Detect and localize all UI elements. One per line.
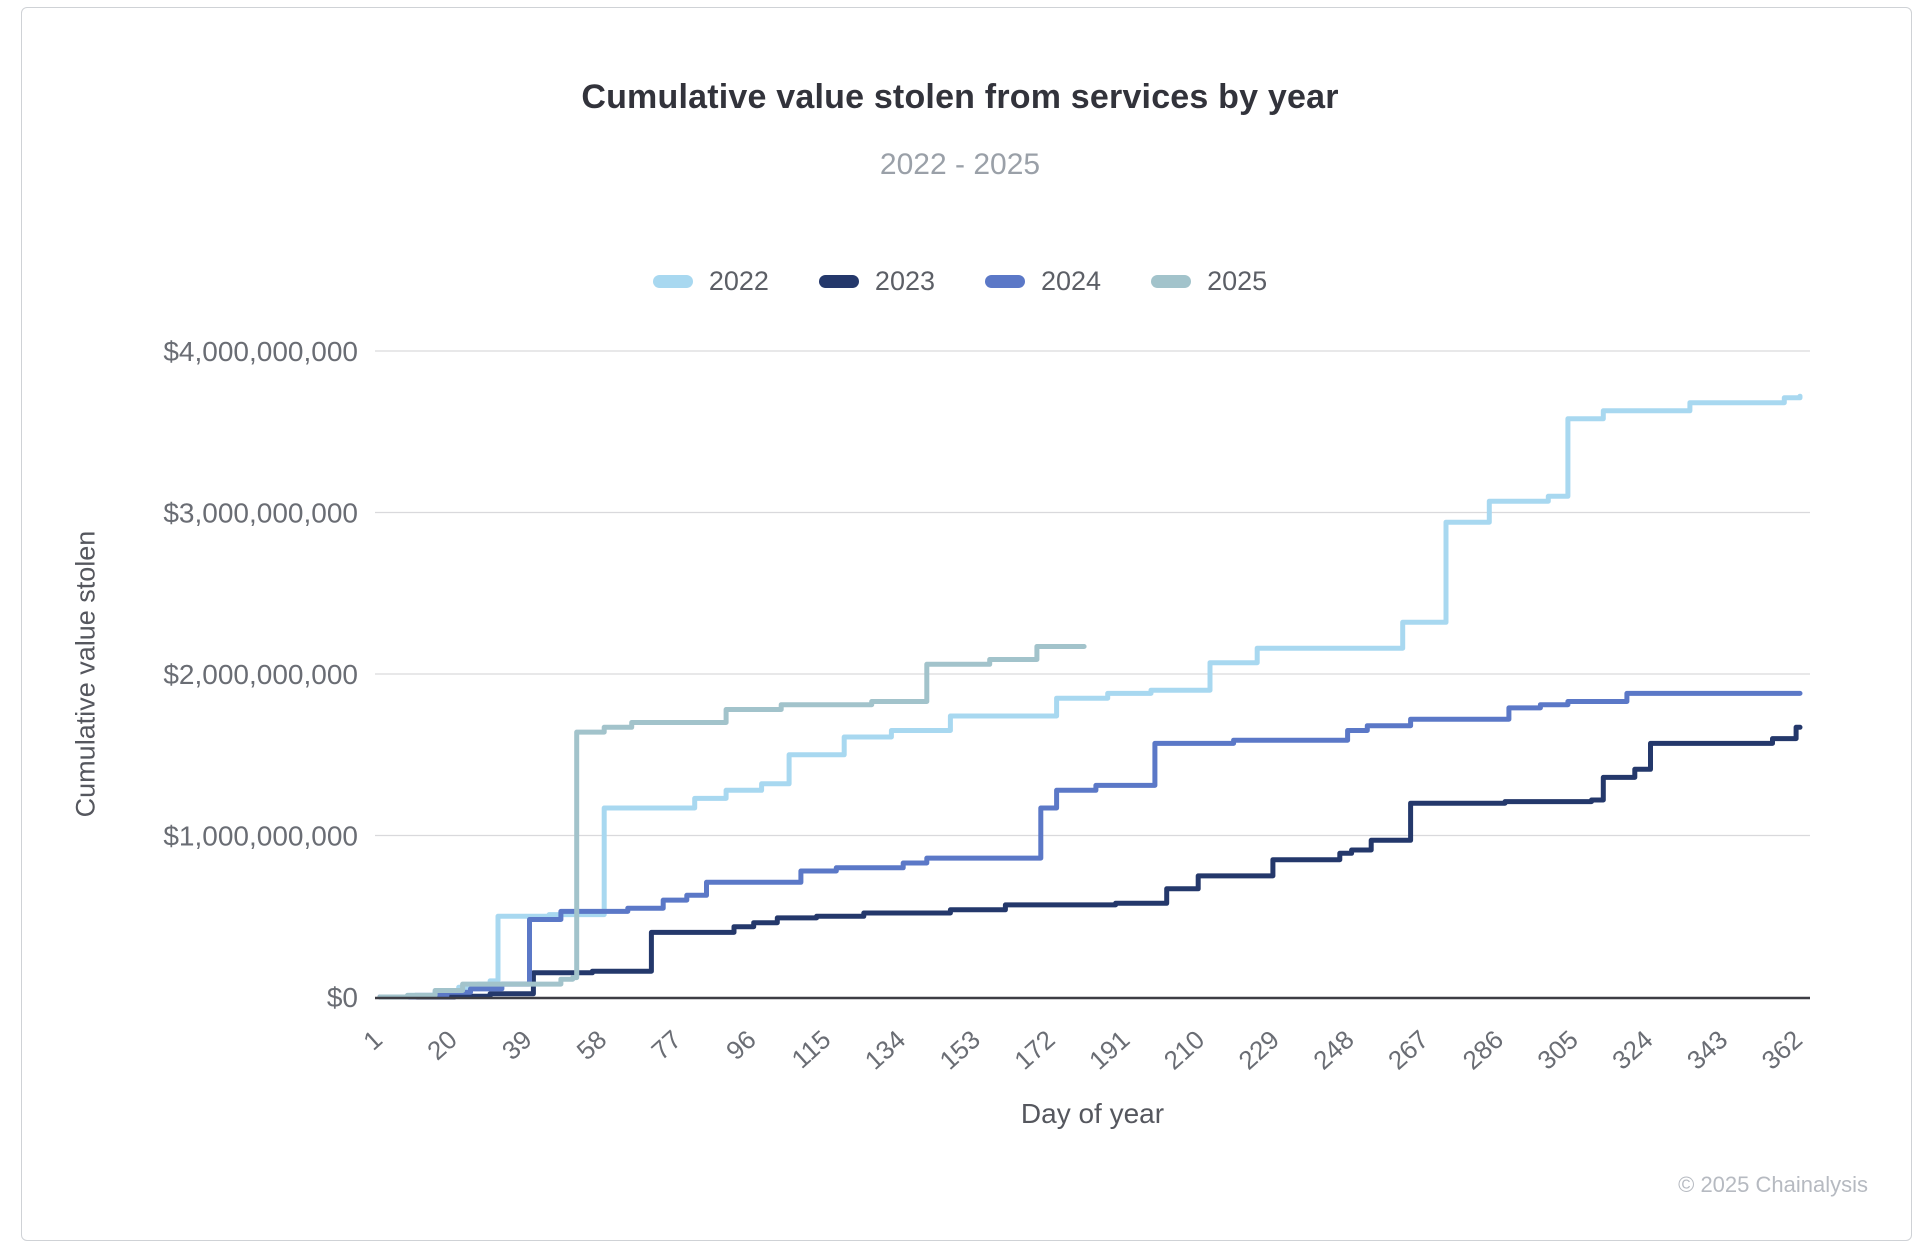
legend-item-2023[interactable]: 2023 [818,266,935,297]
x-tick-label: 343 [1681,1024,1733,1075]
x-tick-label: 210 [1158,1024,1210,1075]
x-tick-label: 58 [571,1024,613,1066]
legend-label-2023: 2023 [874,266,935,296]
series-line-2024 [377,690,1803,1000]
legend-label-2024: 2024 [1041,266,1102,296]
x-tick-label: 324 [1606,1024,1658,1075]
y-tick-label: $0 [327,982,358,1013]
y-axis-title: Cumulative value stolen [70,530,101,818]
series-line-2025 [377,644,1087,1000]
x-tick-label: 39 [496,1024,538,1066]
card-border [21,7,1912,1241]
legend-item-2022[interactable]: 2022 [652,266,769,297]
x-tick-label: 115 [786,1024,837,1074]
legend-item-2024[interactable]: 2024 [985,266,1101,297]
x-tick-label: 191 [1083,1024,1135,1075]
x-tick-label: 248 [1307,1024,1359,1075]
x-tick-label: 1 [357,1024,388,1056]
y-tick-label: $2,000,000,000 [163,659,358,690]
x-tick-label: 267 [1382,1024,1434,1075]
legend-swatch-2022 [652,275,693,288]
x-tick-label: 153 [934,1024,986,1075]
x-tick-label: 305 [1531,1024,1583,1075]
series-line-2023 [377,724,1803,1000]
x-tick-label: 134 [859,1024,911,1075]
legend-swatch-2025 [1151,275,1192,288]
legend-label-2025: 2025 [1207,266,1268,296]
copyright: © 2025 Chainalysis [1678,1172,1868,1197]
x-tick-label: 77 [645,1024,687,1066]
legend-label-2022: 2022 [708,266,769,296]
chart-legend: 2022 2023 2024 2025 [0,266,1920,297]
x-tick-label: 20 [421,1024,463,1066]
y-tick-label: $3,000,000,000 [163,498,358,529]
x-tick-label: 96 [720,1024,762,1066]
x-tick-label: 229 [1233,1024,1285,1075]
legend-swatch-2023 [818,275,859,288]
x-tick-label: 362 [1756,1024,1808,1075]
y-tick-label: $1,000,000,000 [163,821,358,852]
x-tick-label: 286 [1457,1024,1509,1075]
y-tick-label: $4,000,000,000 [163,336,358,367]
chart-title: Cumulative value stolen from services by… [581,78,1339,116]
chart-subtitle: 2022 - 2025 [879,148,1041,181]
legend-swatch-2024 [985,275,1025,288]
x-axis-title: Day of year [1020,1098,1165,1129]
legend-item-2025[interactable]: 2025 [1151,266,1267,297]
x-tick-label: 172 [1008,1024,1060,1075]
